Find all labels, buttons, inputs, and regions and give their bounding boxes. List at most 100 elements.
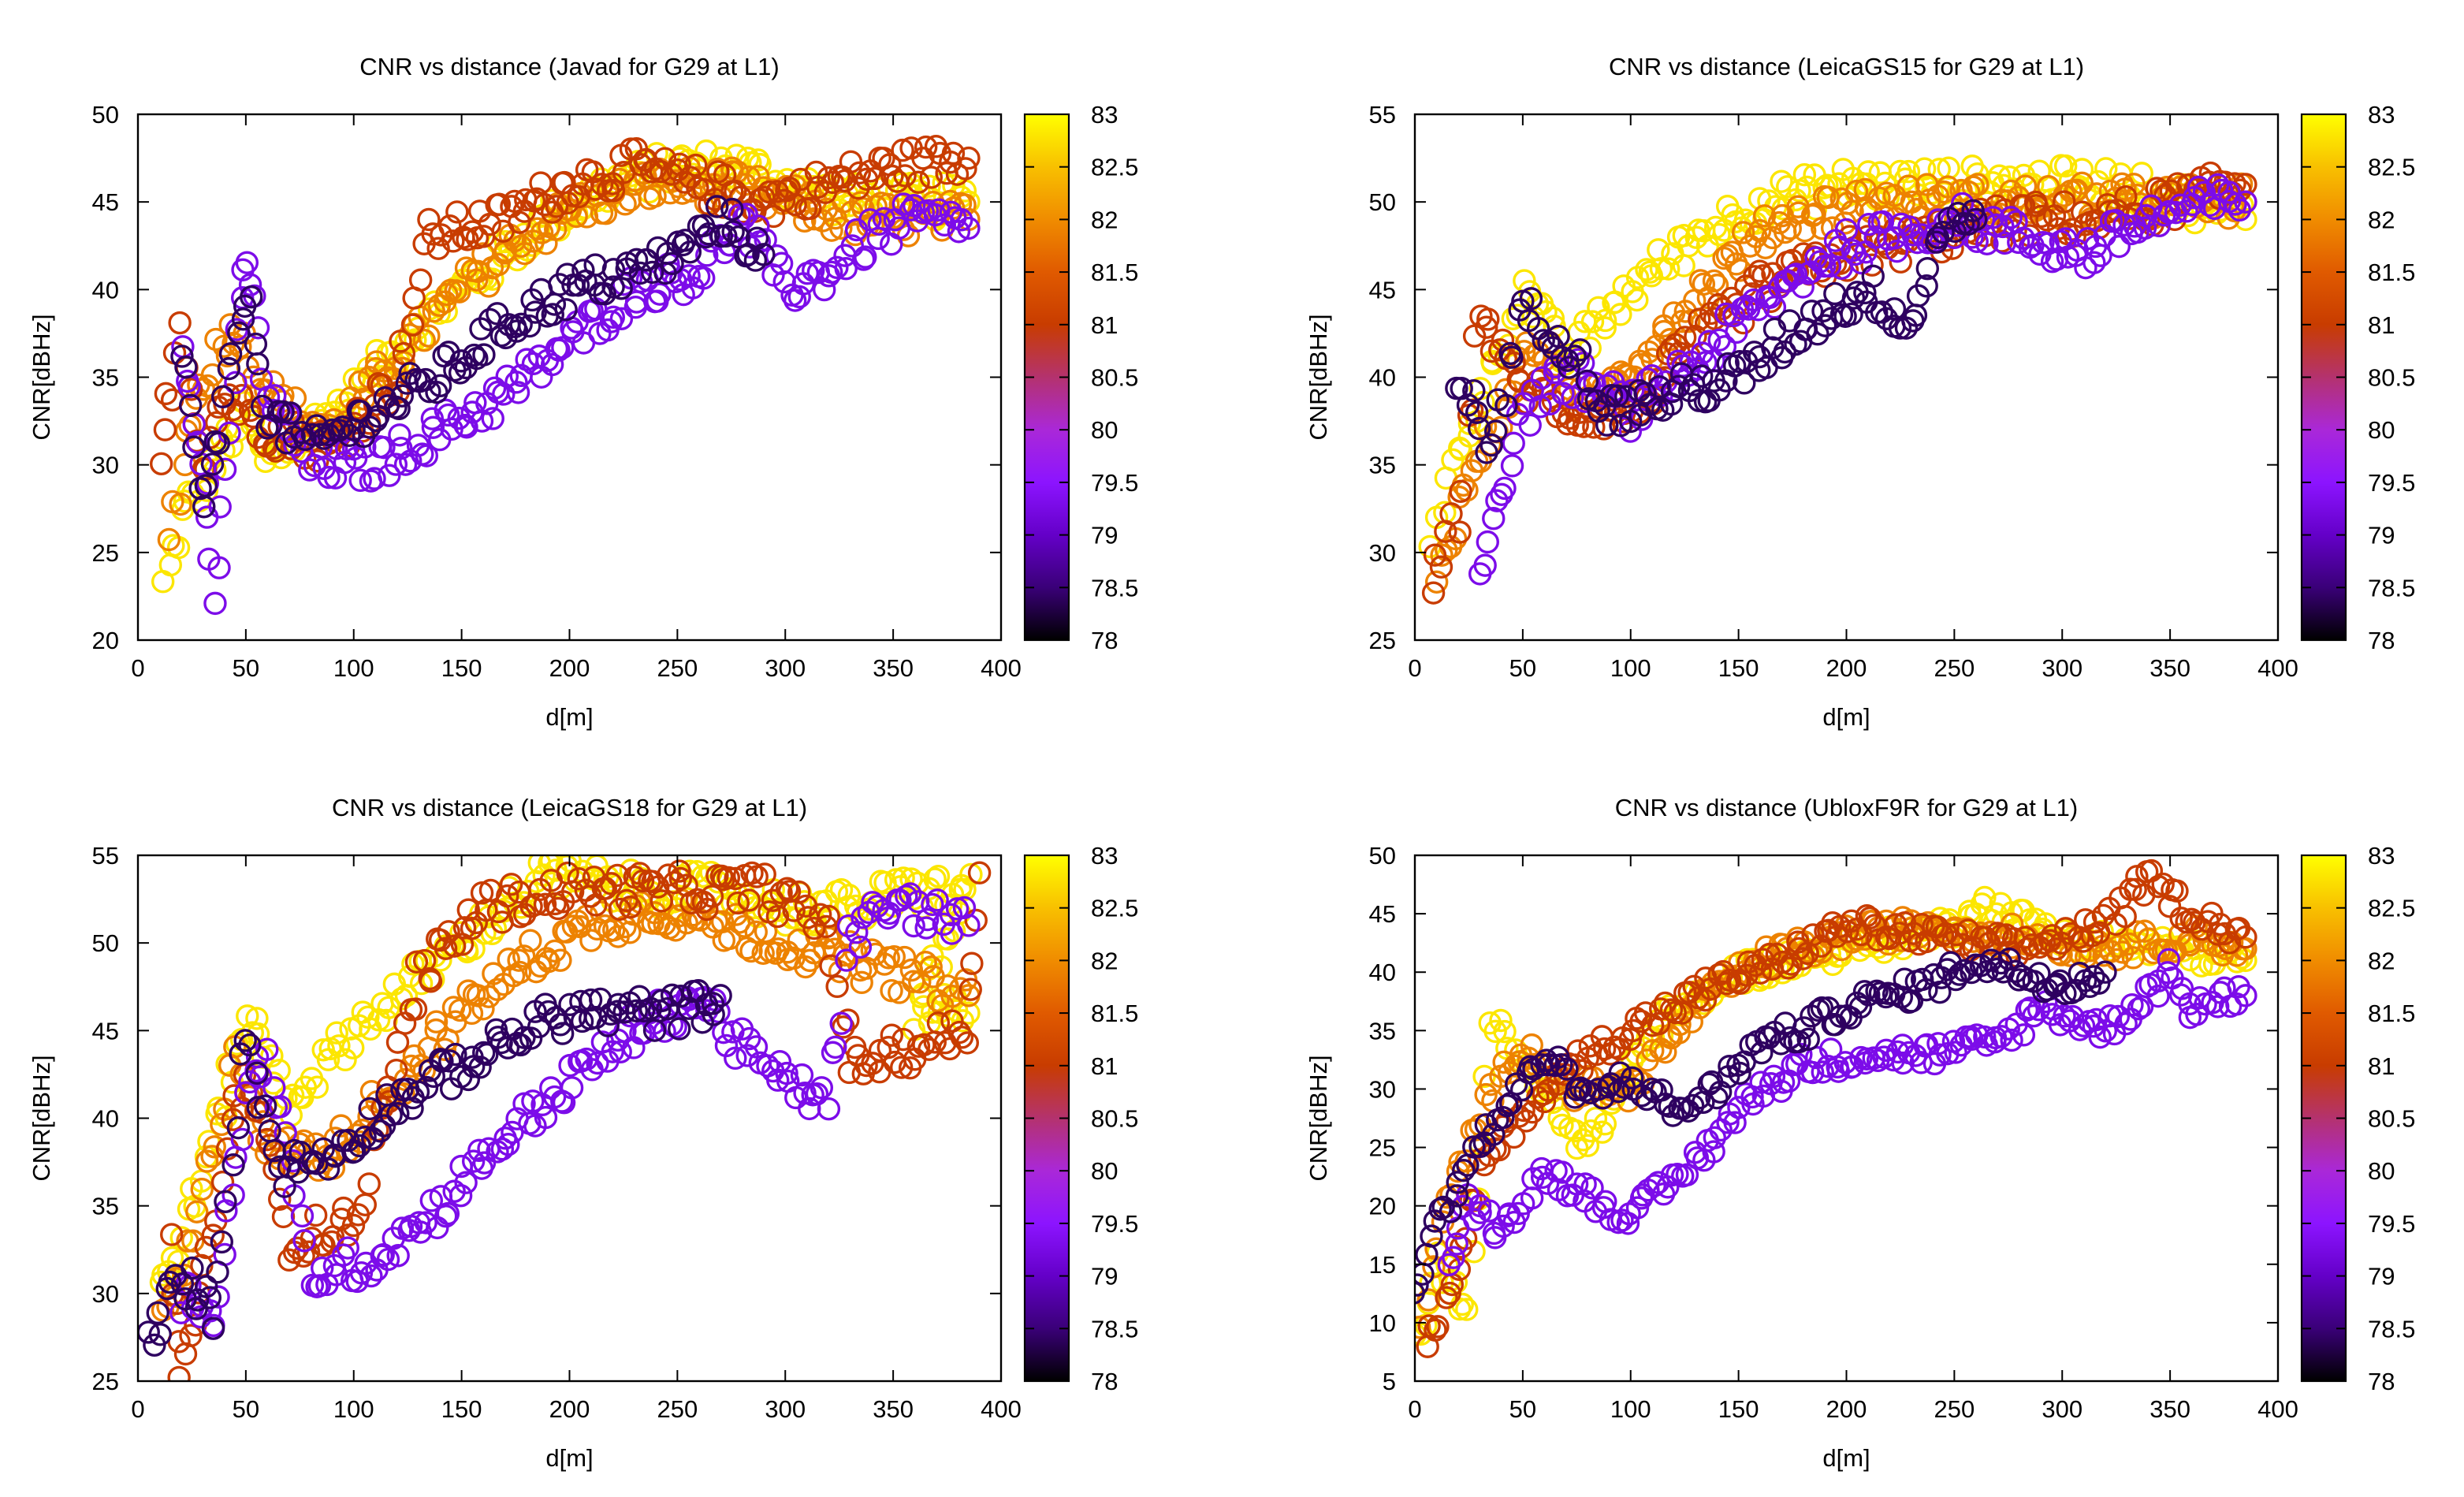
data-marker [2188,985,2212,1010]
data-marker [810,1076,834,1100]
colorbar-tick-label: 79.5 [2368,469,2415,497]
data-marker [471,997,495,1021]
data-marker [203,591,227,616]
series-low: low [138,978,732,1357]
data-marker [2205,173,2230,197]
colorbar-tick-label: 78.5 [2368,574,2415,601]
data-marker [153,418,177,441]
data-marker [467,1138,491,1163]
data-marker [1931,221,1955,244]
data-marker [198,1286,222,1309]
data-marker [336,1236,359,1260]
data-marker [769,251,794,275]
data-marker [475,1042,499,1067]
series-low: low [1445,199,1988,464]
data-marker [454,1171,478,1194]
data-marker [2113,904,2137,929]
data-marker [825,974,849,999]
data-marker [549,1013,572,1037]
data-marker [236,1004,259,1028]
data-marker [805,1082,829,1106]
series-mid: mid [1416,858,2257,1358]
data-marker [955,1031,980,1055]
data-marker [790,1063,814,1087]
data-marker [2007,230,2030,255]
data-marker [1811,216,1834,240]
data-marker [487,192,512,216]
data-marker [404,997,428,1021]
data-marker [1517,1046,1540,1071]
data-marker [1964,207,1988,232]
data-marker [880,164,904,188]
data-marker [926,1011,951,1035]
data-marker [1621,1066,1644,1090]
data-marker [1657,257,1681,281]
data-marker [508,210,531,234]
data-marker [1861,264,1885,288]
data-marker [880,1023,904,1047]
series-low: low [1415,947,2117,1305]
data-marker [1580,1176,1604,1200]
data-marker [716,866,741,890]
data-marker [521,352,545,376]
data-marker [461,1149,486,1173]
data-marker [245,1061,269,1086]
data-marker [1647,238,1670,262]
data-marker [957,216,981,240]
data-marker [544,218,568,241]
data-marker [1748,218,1772,243]
data-marker [793,1081,817,1105]
data-marker [292,1229,316,1253]
data-marker [2093,224,2117,248]
data-marker [1728,971,1752,995]
data-marker [668,866,692,891]
data-markers: high-elevationmid-highmidlow-midlow [1418,154,2257,605]
data-marker [967,861,992,884]
data-marker [628,261,652,285]
data-marker [255,416,279,440]
data-marker [1640,1077,1664,1101]
x-tick-label: 400 [2257,1395,2298,1423]
data-marker [1481,1123,1506,1146]
data-marker [519,929,542,952]
data-marker [311,1256,334,1280]
data-marker [418,379,441,404]
data-marker [958,978,982,1001]
data-marker [834,257,858,281]
data-marker [2156,961,2179,985]
data-marker [2224,192,2247,216]
data-marker [1416,1288,1440,1312]
data-marker [212,334,236,358]
colorbar-tick-label: 83 [1091,842,1118,870]
data-marker [259,413,283,438]
data-marker [817,904,840,929]
data-marker [231,307,255,331]
data-marker [1681,1093,1705,1118]
y-tick-label: 50 [92,101,119,128]
colorbar-tick-label: 81.5 [1091,1000,1138,1027]
data-marker [415,444,439,467]
data-marker [2082,965,2105,989]
data-marker [1757,189,1781,213]
data-marker [1518,1055,1542,1078]
data-marker [917,174,941,198]
data-marker [2015,937,2039,961]
data-marker [1621,378,1645,402]
x-tick-label: 300 [765,1395,806,1423]
data-marker [496,884,519,908]
data-marker [1465,400,1489,424]
data-marker [240,285,263,309]
data-marker [1813,314,1837,337]
data-marker [1975,232,1999,255]
y-tick-label: 30 [1369,539,1396,567]
data-marker [533,892,557,917]
data-marker [436,1201,460,1226]
data-marker [525,892,549,916]
data-marker [492,382,516,406]
data-marker [1792,1016,1816,1040]
data-marker [195,1275,218,1298]
data-marker [167,1365,191,1381]
data-marker [521,1089,545,1113]
data-marker [404,950,429,974]
